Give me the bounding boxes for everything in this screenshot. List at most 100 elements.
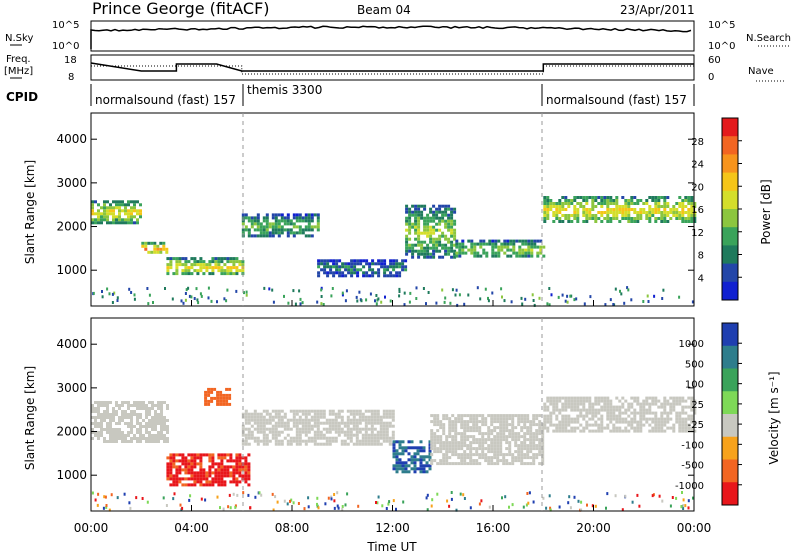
- echo-cell: [466, 414, 470, 418]
- echo-cell: [411, 204, 415, 208]
- echo-cell: [549, 199, 553, 202]
- echo-cell: [106, 401, 109, 404]
- echo-cell: [505, 453, 509, 457]
- echo-cell: [436, 423, 440, 427]
- echo-cell: [211, 266, 215, 270]
- noise-cell: [225, 299, 228, 303]
- echo-cell: [124, 206, 127, 210]
- echo-cell: [535, 417, 539, 421]
- echo-cell: [103, 212, 106, 216]
- echo-cell: [606, 411, 610, 415]
- echo-cell: [178, 477, 182, 481]
- echo-cell: [448, 450, 452, 454]
- echo-cell: [156, 244, 160, 248]
- noise-cell: [355, 295, 358, 299]
- echo-cell: [298, 433, 302, 437]
- echo-cell: [436, 414, 440, 418]
- noise-cell: [575, 297, 578, 301]
- echo-cell: [555, 402, 559, 406]
- echo-cell: [618, 399, 622, 403]
- echo-cell: [184, 257, 188, 261]
- echo-cell: [228, 387, 232, 391]
- echo-cell: [304, 439, 308, 443]
- echo-cell: [148, 407, 151, 410]
- echo-cell: [274, 436, 278, 440]
- echo-cell: [591, 199, 595, 202]
- echo-cell: [493, 426, 497, 430]
- echo-cell: [678, 399, 682, 403]
- echo-cell: [169, 474, 173, 478]
- echo-cell: [414, 219, 418, 223]
- echo-cell: [426, 243, 430, 247]
- echo-cell: [106, 440, 109, 443]
- echo-cell: [139, 440, 142, 443]
- echo-cell: [160, 410, 163, 413]
- echo-cell: [373, 439, 377, 443]
- echo-cell: [367, 415, 371, 419]
- echo-cell: [481, 453, 485, 457]
- echo-cell: [190, 465, 194, 469]
- colorbar-swatch: [722, 154, 738, 174]
- echo-cell: [350, 262, 354, 266]
- echo-cell: [184, 260, 188, 264]
- echo-cell: [654, 211, 658, 214]
- echo-cell: [535, 432, 539, 436]
- echo-cell: [567, 420, 571, 424]
- echo-cell: [395, 470, 399, 474]
- cpid-label: CPID: [6, 90, 38, 104]
- echo-cell: [506, 245, 510, 249]
- echo-cell: [277, 433, 281, 437]
- echo-cell: [241, 465, 245, 469]
- noise-cell: [344, 299, 347, 303]
- echo-cell: [337, 412, 341, 416]
- echo-cell: [247, 471, 251, 475]
- echo-cell: [523, 462, 527, 466]
- echo-cell: [561, 408, 565, 412]
- echo-cell: [405, 210, 409, 214]
- noise-cell: [333, 499, 336, 503]
- echo-cell: [175, 459, 179, 463]
- echo-cell: [133, 209, 136, 213]
- echo-cell: [588, 196, 592, 199]
- echo-cell: [310, 213, 314, 217]
- echo-cell: [301, 231, 305, 235]
- echo-cell: [356, 274, 360, 278]
- echo-cell: [359, 268, 363, 272]
- echo-cell: [666, 411, 670, 415]
- echo-cell: [326, 265, 330, 269]
- echo-cell: [585, 414, 589, 418]
- echo-cell: [349, 412, 353, 416]
- echo-cell: [603, 405, 607, 409]
- echo-cell: [503, 242, 507, 246]
- echo-cell: [438, 249, 442, 253]
- echo-cell: [663, 196, 667, 199]
- echo-cell: [373, 433, 377, 437]
- echo-cell: [657, 423, 661, 427]
- echo-cell: [414, 216, 418, 220]
- noise-cell: [586, 503, 588, 507]
- echo-cell: [555, 396, 559, 400]
- echo-cell: [526, 426, 530, 430]
- echo-cell: [271, 418, 275, 422]
- echo-cell: [549, 399, 553, 403]
- echo-cell: [341, 262, 345, 266]
- echo-cell: [603, 211, 607, 214]
- echo-cell: [600, 426, 604, 430]
- echo-cell: [337, 427, 341, 431]
- echo-cell: [458, 245, 462, 249]
- echo-cell: [439, 420, 443, 424]
- x-tick-label: 08:00: [275, 521, 310, 535]
- echo-cell: [524, 251, 528, 255]
- echo-cell: [404, 259, 408, 263]
- noise-cell: [320, 286, 323, 290]
- echo-cell: [256, 436, 260, 440]
- noise-cell: [604, 303, 607, 307]
- echo-cell: [451, 441, 455, 445]
- echo-cell: [457, 417, 461, 421]
- echo-cell: [346, 436, 350, 440]
- echo-cell: [184, 465, 188, 469]
- echo-cell: [669, 408, 673, 412]
- echo-cell: [169, 456, 173, 460]
- echo-cell: [678, 211, 682, 214]
- echo-cell: [112, 218, 115, 222]
